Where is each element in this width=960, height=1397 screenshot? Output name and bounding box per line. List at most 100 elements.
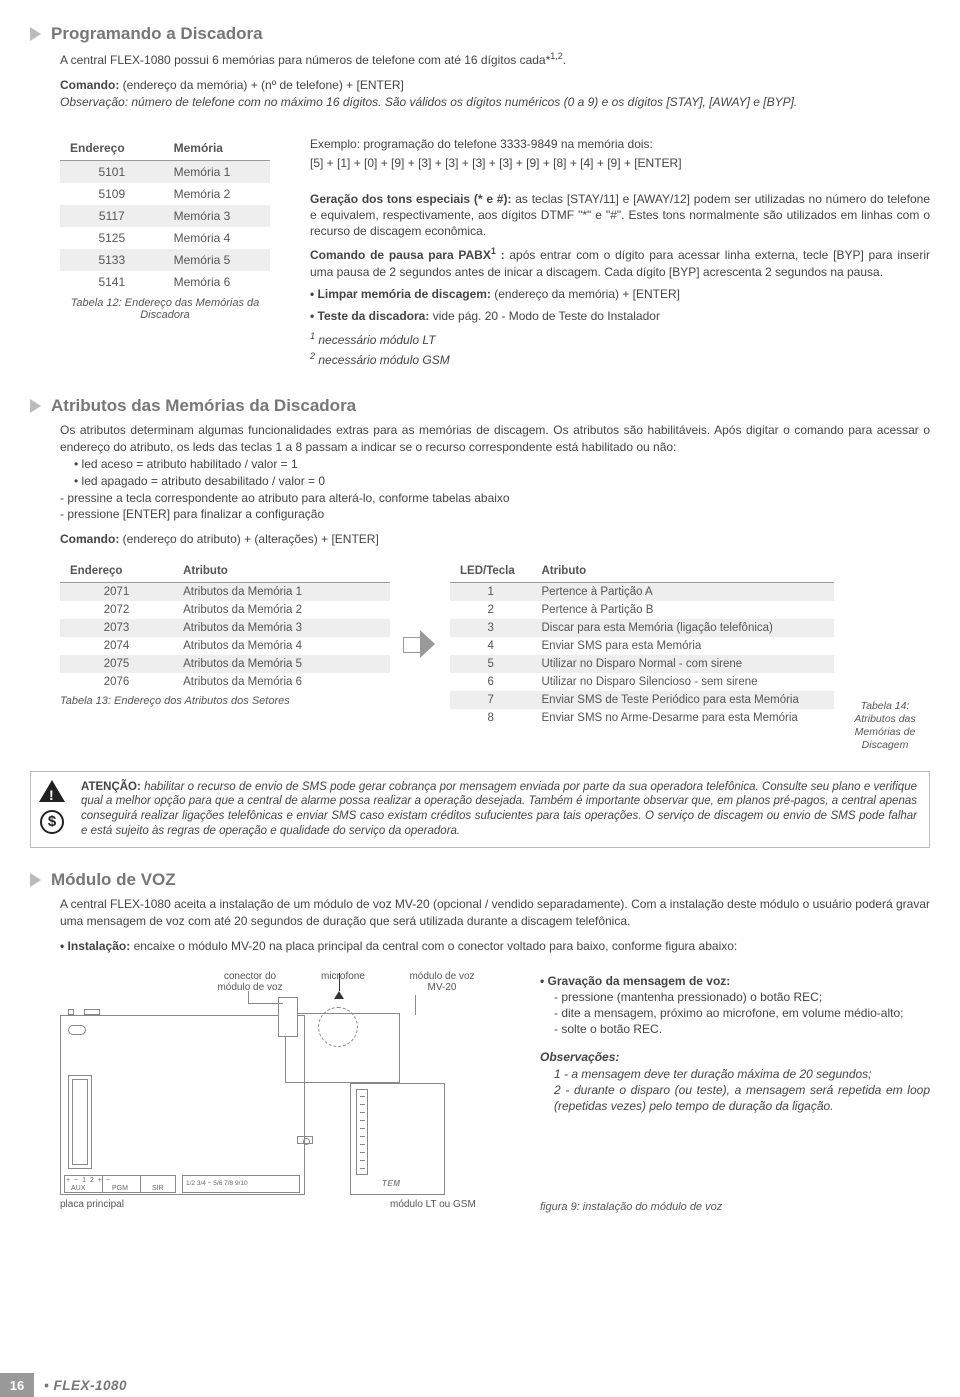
warn-bold: ATENÇÃO:	[81, 781, 141, 793]
table-row: 5109Memória 2	[60, 183, 270, 205]
atributos-body: Os atributos determinam algumas funciona…	[60, 422, 930, 548]
table-13: EndereçoAtributo 2071Atributos da Memóri…	[60, 560, 390, 691]
pabx-bold: Comando de pausa para PABX	[310, 248, 491, 262]
fn2: necessário módulo GSM	[315, 353, 450, 367]
t14-h2: Atributo	[532, 560, 835, 583]
attr-p3: - pressione [ENTER] para finalizar a con…	[60, 506, 930, 523]
table-row: 5Utilizar no Disparo Normal - com sirene	[450, 655, 834, 673]
obs-1: 1 - a mensagem deve ter duração máxima d…	[554, 1066, 930, 1082]
lbl-microfone: microfone	[321, 971, 365, 982]
attr-li2: • led apagado = atributo desabilitado / …	[74, 473, 930, 490]
lbl-terms-right: 1/2 3/4 − 5/6 7/8 9/10	[186, 1180, 248, 1187]
table-row: 6Utilizar no Disparo Silencioso - sem si…	[450, 673, 834, 691]
grav-l2: - dite a mensagem, próximo ao microfone,…	[554, 1005, 930, 1021]
teste-text: vide pág. 20 - Modo de Teste do Instalad…	[433, 309, 660, 323]
attr-cmd-label: Comando:	[60, 532, 119, 546]
obs-2: 2 - durante o disparo (ou teste), a mens…	[554, 1082, 930, 1114]
table-row: 5117Memória 3	[60, 205, 270, 227]
t12-caption: Tabela 12: Endereço das Memórias da Disc…	[60, 297, 270, 321]
teste-bold: • Teste da discadora:	[310, 309, 433, 323]
lbl-modvoz: módulo de voz MV-20	[402, 971, 482, 993]
page-number: 16	[0, 1373, 34, 1397]
lbl-tem: TEM	[382, 1179, 400, 1188]
table-row: 2Pertence à Partição B	[450, 601, 834, 619]
table-row: 5141Memória 6	[60, 271, 270, 293]
voz-inst-text: encaixe o módulo MV-20 na placa principa…	[134, 939, 738, 953]
lbl-modlt: módulo LT ou GSM	[390, 1199, 476, 1210]
obs-text: número de telefone com no máximo 16 dígi…	[131, 95, 797, 109]
arrow-icon	[390, 560, 450, 658]
grav-bold: • Gravação da mensagem de voz:	[540, 974, 730, 988]
table-row: 5125Memória 4	[60, 227, 270, 249]
t13-h1: Endereço	[60, 560, 173, 583]
table-row: 8Enviar SMS no Arme-Desarme para esta Me…	[450, 709, 834, 727]
section-header-voz: Módulo de VOZ	[30, 870, 930, 890]
diagram-voz: conector do módulo de voz microfone módu…	[60, 971, 500, 1221]
section-marker-icon	[30, 399, 41, 413]
section-marker-icon	[30, 27, 41, 41]
section-title: Módulo de VOZ	[51, 870, 176, 890]
section-title: Atributos das Memórias da Discadora	[51, 396, 356, 416]
intro-text: A central FLEX-1080 possui 6 memórias pa…	[60, 53, 550, 67]
table-row: 1Pertence à Partição A	[450, 583, 834, 602]
dollar-icon: $	[40, 810, 64, 834]
section-header-atributos: Atributos das Memórias da Discadora	[30, 396, 930, 416]
obs-bold: Observações:	[540, 1049, 930, 1065]
cmd-text: (endereço da memória) + (nº de telefone)…	[119, 78, 404, 92]
lbl-sir: SIR	[152, 1185, 164, 1192]
figure-caption: figura 9: instalação do módulo de voz	[540, 1200, 930, 1215]
warning-panel: $ ATENÇÃO: habilitar o recurso de envio …	[30, 771, 930, 849]
grav-l1: - pressione (mantenha pressionado) o bot…	[554, 989, 930, 1005]
voz-body: A central FLEX-1080 aceita a instalação …	[60, 896, 930, 954]
t13-h2: Atributo	[173, 560, 390, 583]
lbl-placa: placa principal	[60, 1199, 124, 1210]
lbl-aux: AUX	[71, 1185, 85, 1192]
obs-prefix: Observação:	[60, 95, 131, 109]
lbl-terms-left: + − 1 2 + −	[66, 1177, 111, 1184]
pabx-colon: :	[496, 248, 510, 262]
table-row: 3Discar para esta Memória (ligação telef…	[450, 619, 834, 637]
table-row: 5101Memória 1	[60, 161, 270, 184]
example-keys: [5] + [1] + [0] + [9] + [3] + [3] + [3] …	[310, 155, 930, 171]
lbl-conector: conector do módulo de voz	[210, 971, 290, 993]
t14-h1: LED/Tecla	[450, 560, 532, 583]
table-row: 2071Atributos da Memória 1	[60, 583, 390, 602]
t12-h2: Memória	[164, 136, 270, 161]
brand-label: • FLEX-1080	[44, 1378, 127, 1393]
intro-sup: 1,2	[550, 51, 563, 61]
table-12: EndereçoMemória 5101Memória 1 5109Memóri…	[60, 136, 270, 293]
gera-bold: Geração dos tons especiais (* e #):	[310, 192, 515, 206]
table-row: 2072Atributos da Memória 2	[60, 601, 390, 619]
table-14: LED/TeclaAtributo 1Pertence à Partição A…	[450, 560, 834, 727]
voz-inst-bold: • Instalação:	[60, 939, 134, 953]
table-row: 7Enviar SMS de Teste Periódico para esta…	[450, 691, 834, 709]
table-row: 4Enviar SMS para esta Memória	[450, 637, 834, 655]
warn-text: habilitar o recurso de envio de SMS pode…	[81, 781, 917, 838]
attr-p1: Os atributos determinam algumas funciona…	[60, 423, 930, 454]
warning-icon	[39, 780, 65, 802]
t13-caption: Tabela 13: Endereço dos Atributos dos Se…	[60, 695, 390, 707]
attr-p2: - pressine a tecla correspondente ao atr…	[60, 490, 930, 507]
discadora-body: A central FLEX-1080 possui 6 memórias pa…	[60, 50, 930, 110]
attr-li1: • led aceso = atributo habilitado / valo…	[74, 456, 930, 473]
attr-cmd-text: (endereço do atributo) + (alterações) + …	[119, 532, 378, 546]
grav-l3: - solte o botão REC.	[554, 1021, 930, 1037]
fn1: necessário módulo LT	[315, 333, 436, 347]
table-row: 2075Atributos da Memória 5	[60, 655, 390, 673]
limp-bold: • Limpar memória de discagem:	[310, 287, 494, 301]
cmd-label: Comando:	[60, 78, 119, 92]
section-marker-icon	[30, 873, 41, 887]
table-row: 5133Memória 5	[60, 249, 270, 271]
limp-text: (endereço da memória) + [ENTER]	[494, 287, 680, 301]
lbl-pgm: PGM	[112, 1185, 128, 1192]
table-row: 2074Atributos da Memória 4	[60, 637, 390, 655]
table-row: 2076Atributos da Memória 6	[60, 673, 390, 691]
t14-side-caption: Tabela 14: Atributos das Memórias de Dis…	[840, 700, 930, 753]
page-footer: 16 • FLEX-1080	[0, 1373, 960, 1397]
section-title: Programando a Discadora	[51, 24, 263, 44]
voz-p1: A central FLEX-1080 aceita a instalação …	[60, 897, 930, 928]
t12-h1: Endereço	[60, 136, 164, 161]
table-row: 2073Atributos da Memória 3	[60, 619, 390, 637]
example-label: Exemplo: programação do telefone 3333-98…	[310, 136, 930, 152]
section-header-discadora: Programando a Discadora	[30, 24, 930, 44]
